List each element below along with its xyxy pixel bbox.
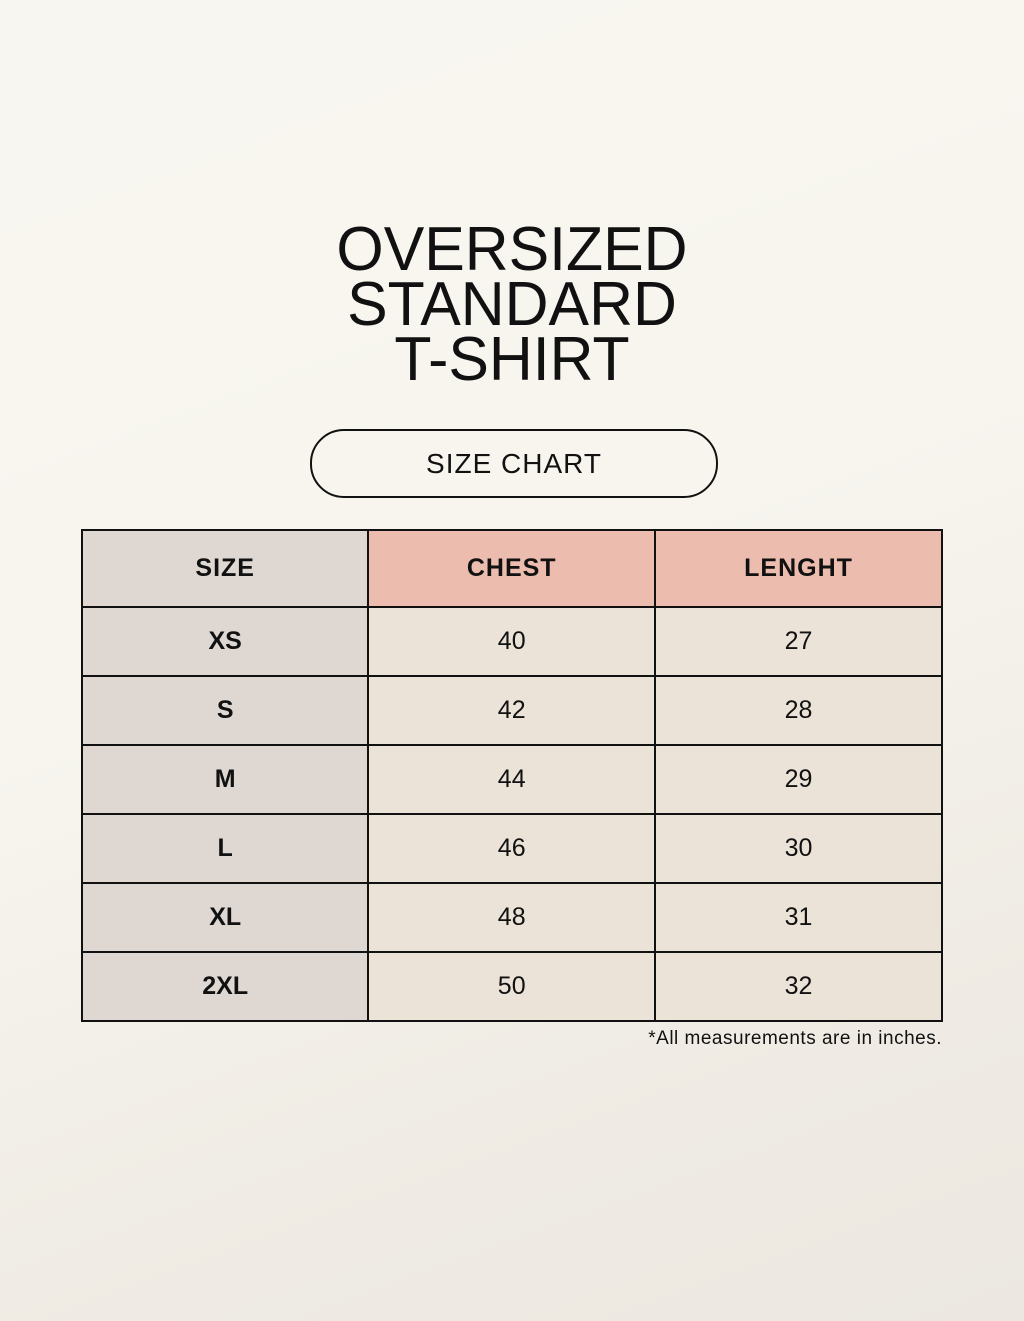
table-header-row: SIZE CHEST LENGHT <box>80 529 943 608</box>
size-chart-badge: SIZE CHART <box>310 429 718 498</box>
table-row: XL 48 31 <box>80 882 943 953</box>
title-line: T-SHIRT <box>394 325 630 394</box>
header-chest: CHEST <box>367 529 657 608</box>
cell-size: L <box>80 813 370 884</box>
cell-chest: 46 <box>367 813 657 884</box>
cell-chest: 42 <box>367 675 657 746</box>
cell-length: 32 <box>654 951 943 1022</box>
size-table: SIZE CHEST LENGHT XS 40 27 S 42 28 M 44 29 L 46 30 X… <box>80 529 943 1022</box>
header-length: LENGHT <box>654 529 943 608</box>
title-line: OVERSIZED <box>336 215 688 284</box>
cell-chest: 50 <box>367 951 657 1022</box>
cell-size: XL <box>80 882 370 953</box>
header-size: SIZE <box>80 529 370 608</box>
title-line: STANDARD <box>347 270 677 339</box>
cell-chest: 48 <box>367 882 657 953</box>
cell-chest: 44 <box>367 744 657 815</box>
table-row: M 44 29 <box>80 744 943 815</box>
cell-length: 29 <box>654 744 943 815</box>
cell-size: S <box>80 675 370 746</box>
cell-chest: 40 <box>367 606 657 677</box>
cell-length: 28 <box>654 675 943 746</box>
cell-length: 30 <box>654 813 943 884</box>
cell-length: 27 <box>654 606 943 677</box>
table-row: L 46 30 <box>80 813 943 884</box>
table-row: 2XL 50 32 <box>80 951 943 1022</box>
table-row: S 42 28 <box>80 675 943 746</box>
cell-length: 31 <box>654 882 943 953</box>
page-title: OVERSIZED STANDARD T-SHIRT <box>0 215 1024 394</box>
footnote: *All measurements are in inches. <box>648 1028 942 1049</box>
cell-size: XS <box>80 606 370 677</box>
cell-size: 2XL <box>80 951 370 1022</box>
cell-size: M <box>80 744 370 815</box>
table-row: XS 40 27 <box>80 606 943 677</box>
